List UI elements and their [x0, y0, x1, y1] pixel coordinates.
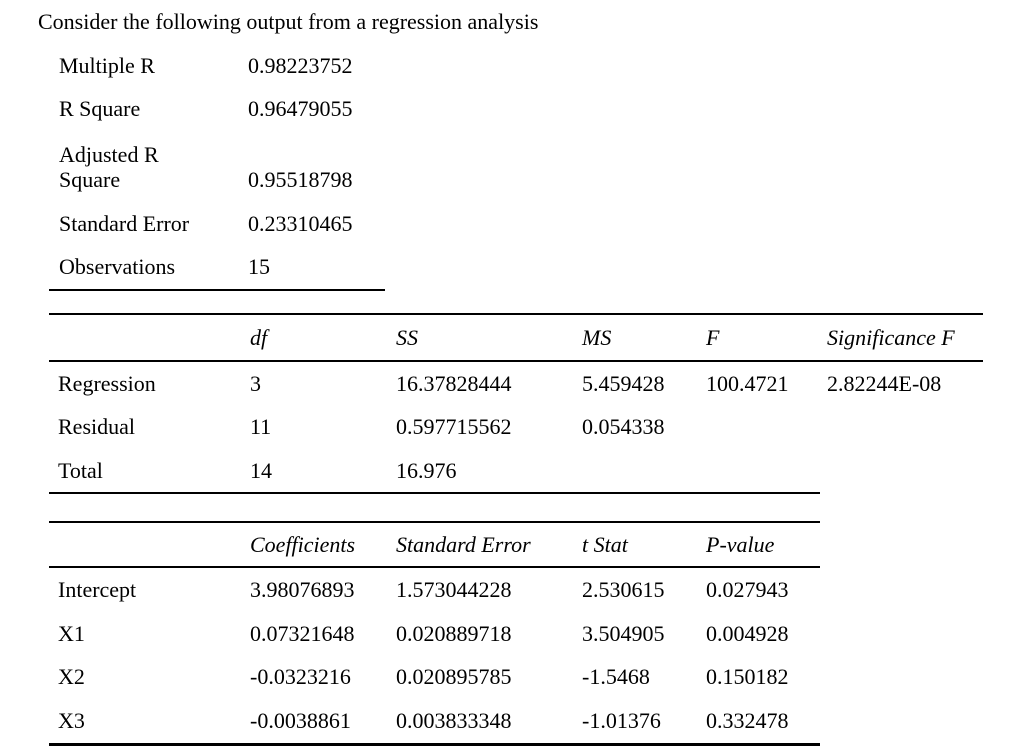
row-label: Regression — [58, 370, 156, 396]
ms-value: 0.054338 — [582, 414, 665, 440]
anova-header-row: df SS MS F Significance F — [49, 315, 983, 362]
coefficients-header-row: Coefficients Standard Error t Stat P-val… — [49, 523, 820, 568]
p-value: 0.004928 — [706, 620, 789, 646]
df-value: 14 — [250, 457, 272, 483]
stat-label: R Square — [59, 96, 141, 122]
regression-summary-table: Multiple R 0.98223752 R Square 0.9647905… — [49, 44, 385, 291]
table-row: X1 0.07321648 0.020889718 3.504905 0.004… — [49, 612, 820, 656]
p-value: 0.027943 — [706, 576, 789, 602]
row-label: X2 — [58, 664, 85, 690]
column-header-f: F — [706, 324, 720, 350]
row-label: Residual — [58, 414, 135, 440]
coefficient-value: 0.07321648 — [250, 620, 355, 646]
standard-error-value: 1.573044228 — [396, 576, 512, 602]
t-stat-value: -1.01376 — [582, 707, 661, 733]
ss-value: 16.37828444 — [396, 370, 512, 396]
coefficient-value: -0.0038861 — [250, 707, 351, 733]
table-row: Regression 3 16.37828444 5.459428 100.47… — [49, 362, 983, 406]
table-row: X3 -0.0038861 0.003833348 -1.01376 0.332… — [49, 699, 820, 743]
stat-label: Adjusted R Square — [59, 141, 159, 192]
row-label: X3 — [58, 707, 85, 733]
ss-value: 16.976 — [396, 457, 457, 483]
significance-f-value: 2.82244E-08 — [827, 370, 942, 396]
standard-error-value: 0.020889718 — [396, 620, 512, 646]
stat-label: Standard Error — [59, 211, 190, 237]
df-value: 3 — [250, 370, 261, 396]
column-header-df: df — [250, 324, 268, 350]
df-value: 11 — [250, 414, 272, 440]
table-row: Adjusted R Square 0.95518798 — [49, 131, 385, 202]
f-value: 100.4721 — [706, 370, 789, 396]
column-header-p-value: P-value — [706, 531, 775, 557]
column-header-significance-f: Significance F — [827, 324, 955, 350]
row-label: Total — [58, 457, 103, 483]
table-row: R Square 0.96479055 — [49, 87, 385, 130]
stat-value: 0.96479055 — [248, 96, 353, 122]
t-stat-value: 2.530615 — [582, 576, 665, 602]
row-label: X1 — [58, 620, 85, 646]
stat-label: Observations — [59, 254, 176, 280]
stat-value: 15 — [248, 254, 270, 280]
anova-table: df SS MS F Significance F Regression 3 1… — [49, 313, 983, 493]
column-header-ss: SS — [396, 324, 418, 350]
table-row: Observations 15 — [49, 245, 385, 288]
column-header-ms: MS — [582, 324, 612, 350]
column-header-t-stat: t Stat — [582, 531, 628, 557]
t-stat-value: -1.5468 — [582, 664, 650, 690]
p-value: 0.332478 — [706, 707, 789, 733]
stat-value: 0.95518798 — [248, 166, 353, 192]
table-row: Total 14 16.976 — [49, 449, 983, 493]
stat-value: 0.23310465 — [248, 211, 353, 237]
table-row: Residual 11 0.597715562 0.054338 — [49, 406, 983, 450]
coefficient-value: 3.98076893 — [250, 576, 355, 602]
column-header-standard-error: Standard Error — [396, 531, 531, 557]
horizontal-rule — [49, 492, 820, 494]
stat-value: 0.98223752 — [248, 53, 353, 79]
table-row: X2 -0.0323216 0.020895785 -1.5468 0.1501… — [49, 655, 820, 699]
ss-value: 0.597715562 — [396, 414, 512, 440]
coefficients-table: Coefficients Standard Error t Stat P-val… — [49, 521, 820, 746]
table-row: Intercept 3.98076893 1.573044228 2.53061… — [49, 568, 820, 612]
row-label: Intercept — [58, 576, 137, 602]
p-value: 0.150182 — [706, 664, 789, 690]
column-header-coefficients: Coefficients — [250, 531, 356, 557]
ms-value: 5.459428 — [582, 370, 665, 396]
t-stat-value: 3.504905 — [582, 620, 665, 646]
stat-label: Multiple R — [59, 53, 155, 79]
standard-error-value: 0.003833348 — [396, 707, 512, 733]
standard-error-value: 0.020895785 — [396, 664, 512, 690]
page-title: Consider the following output from a reg… — [38, 9, 539, 34]
coefficient-value: -0.0323216 — [250, 664, 351, 690]
table-row: Standard Error 0.23310465 — [49, 202, 385, 245]
table-row: Multiple R 0.98223752 — [49, 44, 385, 87]
